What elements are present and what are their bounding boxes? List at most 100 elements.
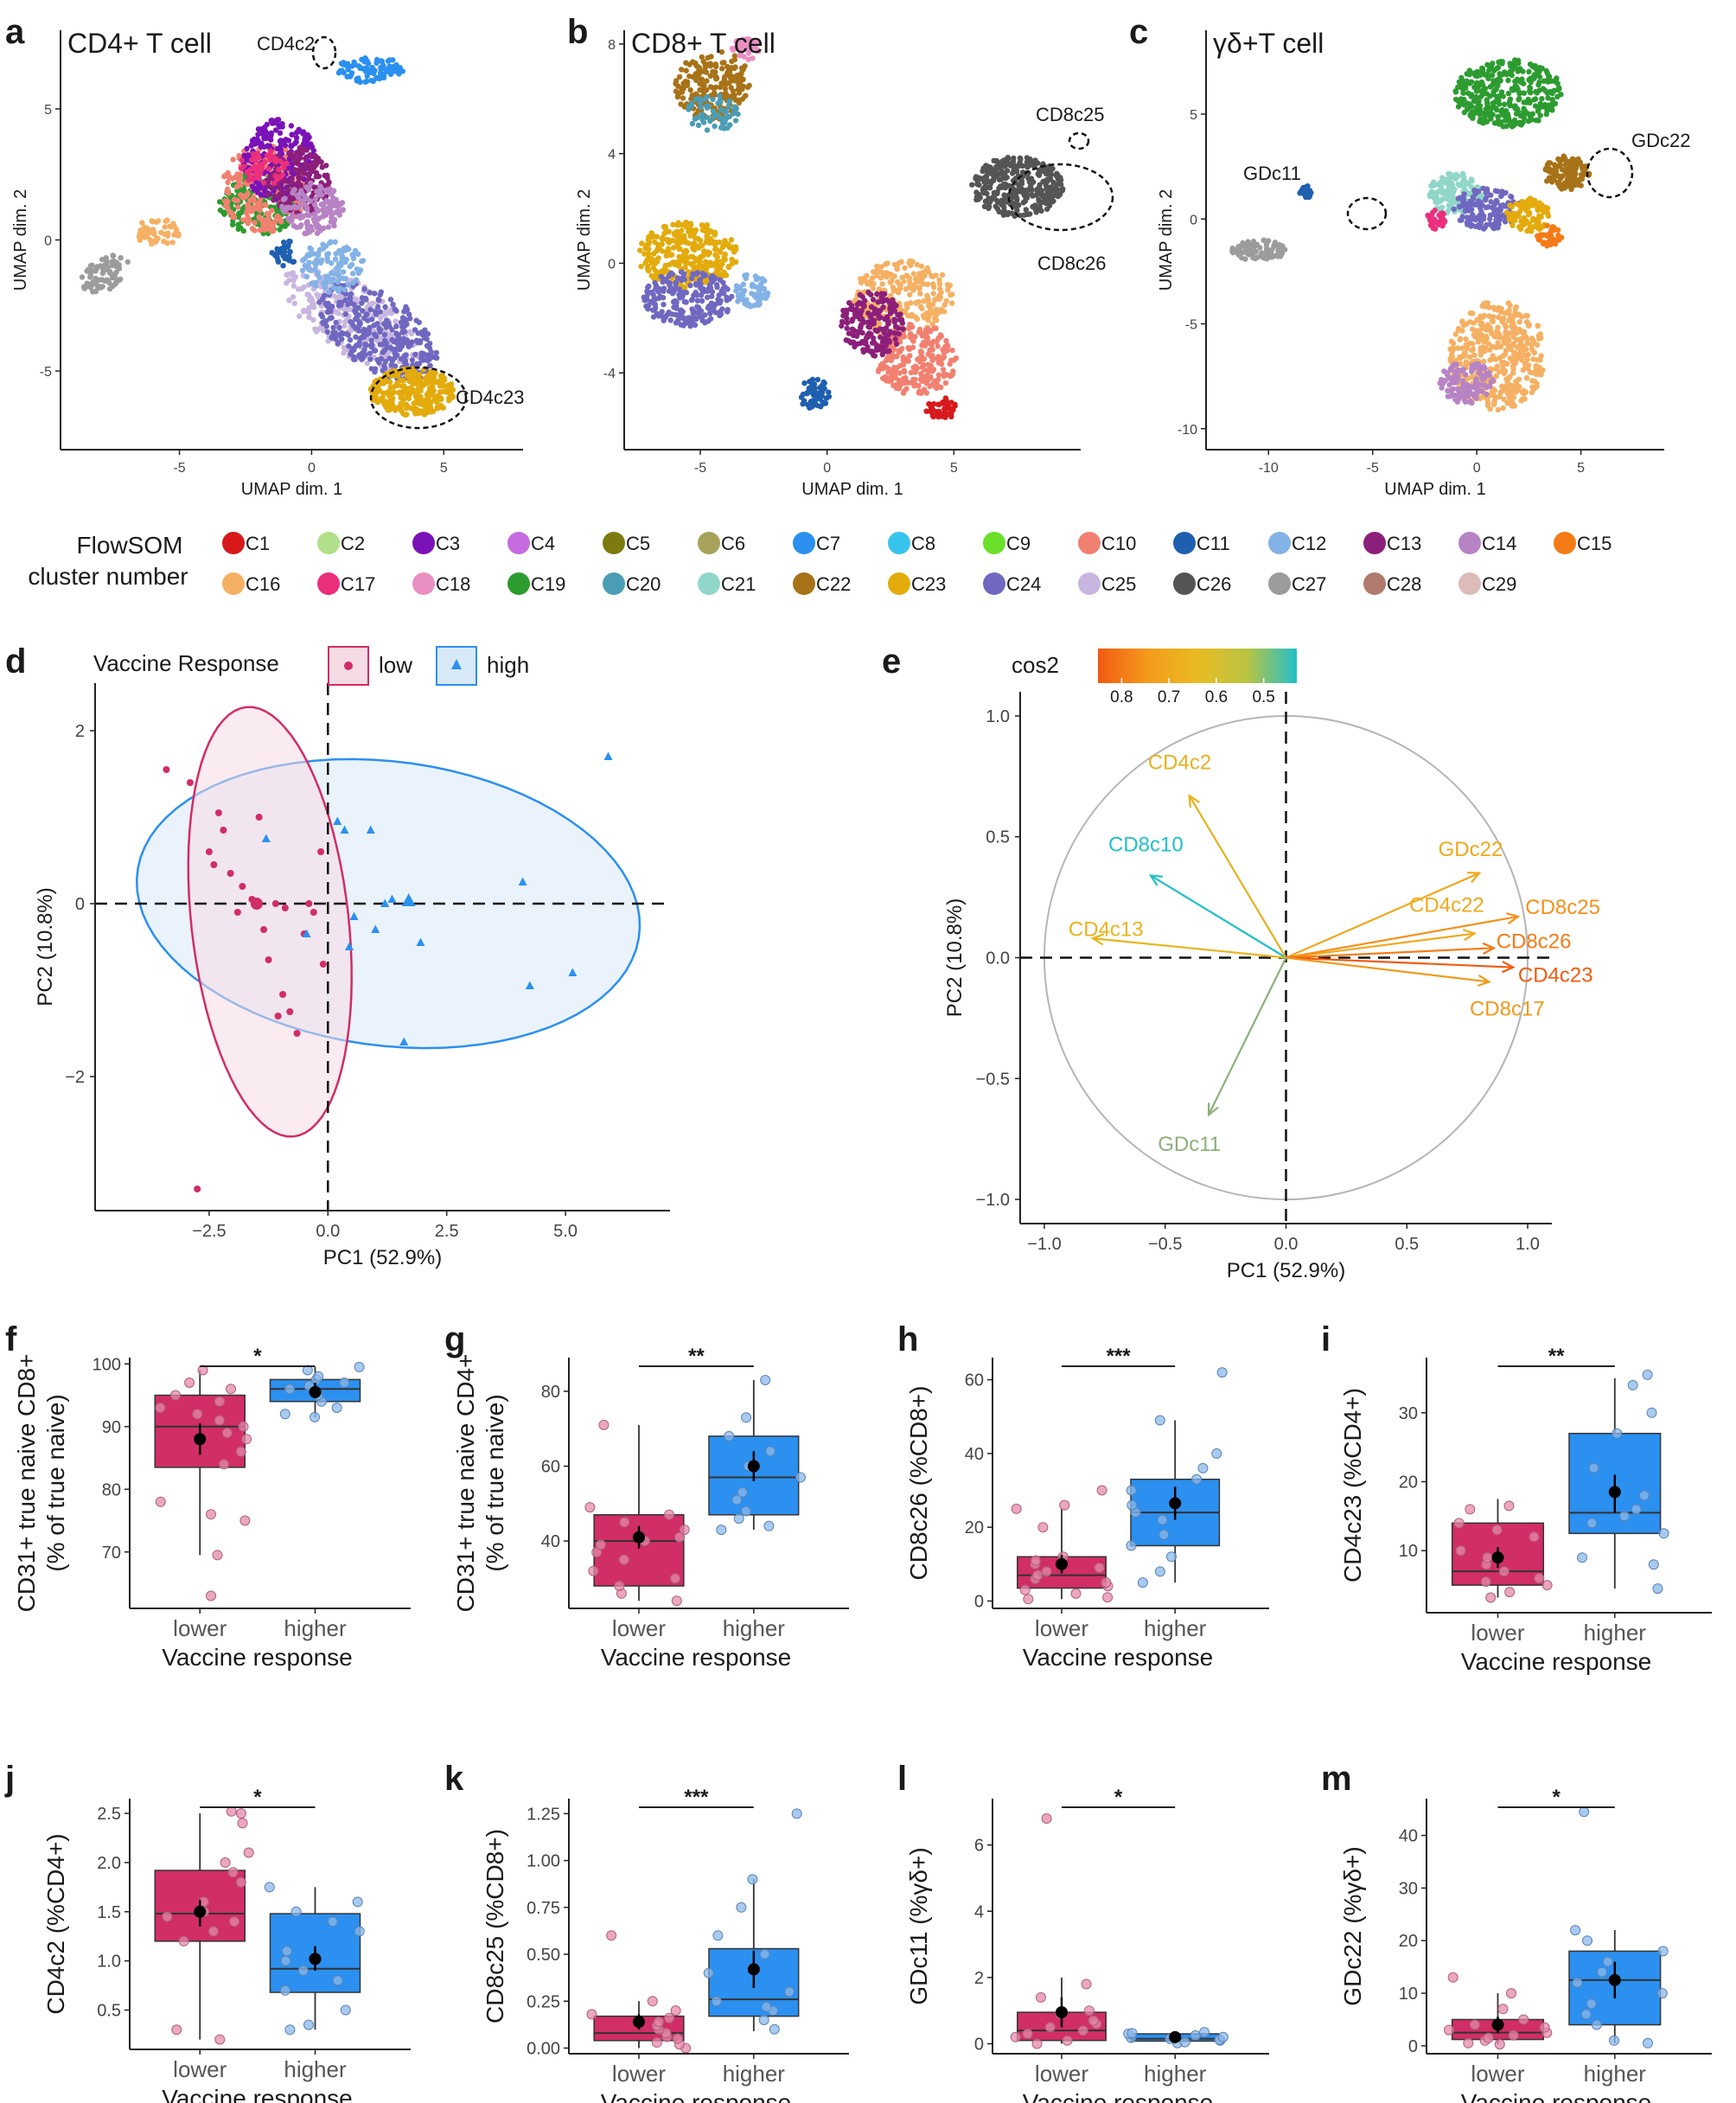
umap-point-c21 <box>1434 200 1440 206</box>
umap-point-c19 <box>1529 117 1535 123</box>
umap-point-c13 <box>886 348 892 355</box>
umap-point-c22 <box>723 81 730 87</box>
umap-point-c13 <box>840 312 846 319</box>
umap-point-c24 <box>433 349 439 356</box>
umap-point-c20 <box>698 105 704 111</box>
umap-point-c24 <box>373 311 380 317</box>
umap-point-c22 <box>713 63 719 70</box>
umap-point-c19 <box>1554 93 1560 100</box>
umap-point-c12 <box>341 269 347 275</box>
umap-point-c10 <box>931 325 937 331</box>
y-tick-label: 5 <box>44 103 52 118</box>
umap-point-c10 <box>920 378 926 384</box>
umap-point-c13 <box>900 326 906 332</box>
umap-point-c24 <box>667 317 673 323</box>
umap-point-c20 <box>731 110 737 117</box>
umap-point-c23 <box>679 227 685 233</box>
umap-point-c23 <box>650 265 657 272</box>
umap-point-c23 <box>440 405 446 411</box>
umap-point-c24 <box>666 309 672 316</box>
umap-point-c24 <box>1502 219 1509 225</box>
umap-point-c23 <box>692 230 698 236</box>
umap-point-c12 <box>756 297 763 303</box>
umap-point-c20 <box>724 125 731 131</box>
umap-point-c11 <box>274 254 280 260</box>
umap-point-c3 <box>289 131 295 137</box>
umap-point-c23 <box>428 400 434 406</box>
umap-point-c13 <box>886 299 893 306</box>
umap-point-c10 <box>912 369 918 375</box>
umap-point-c25 <box>286 277 292 284</box>
umap-point-c24 <box>380 349 386 355</box>
umap-point-c16 <box>902 265 908 271</box>
umap-point-c26 <box>1038 199 1045 205</box>
umap-point-c7 <box>380 62 386 69</box>
umap-point-c3 <box>288 143 294 150</box>
umap-point-c24 <box>368 337 374 343</box>
umap-point-c3 <box>258 184 264 191</box>
umap-point-c16 <box>139 220 145 226</box>
umap-point-c13 <box>313 161 320 167</box>
umap-point-c24 <box>392 355 398 361</box>
umap-point-c20 <box>726 98 733 105</box>
umap-point-c26 <box>983 184 989 191</box>
umap-point-c26 <box>1013 168 1020 174</box>
umap-point-c14 <box>314 225 321 231</box>
umap-point-c21 <box>1433 193 1439 199</box>
umap-point-c22 <box>732 64 738 70</box>
umap-point-c19 <box>1452 96 1459 103</box>
umap-point-c24 <box>377 342 383 348</box>
umap-point-c19 <box>1505 77 1511 84</box>
umap-point-c19 <box>1532 103 1539 109</box>
panel-letter-l: l <box>897 1760 907 1798</box>
umap-point-c19 <box>1497 78 1503 84</box>
umap-point-c24 <box>700 318 706 324</box>
umap-point-c24 <box>712 301 718 308</box>
umap-point-c13 <box>882 291 888 297</box>
panel-letter-h: h <box>897 1320 918 1358</box>
umap-point-c24 <box>364 311 370 317</box>
umap-point-c26 <box>1057 175 1063 181</box>
umap-point-c26 <box>991 189 998 196</box>
umap-point-c14 <box>322 187 329 194</box>
cluster-annotation: CD8c25 <box>1036 104 1104 125</box>
umap-point-c20 <box>731 105 737 112</box>
umap-point-c22 <box>683 67 689 74</box>
umap-point-c25 <box>378 315 384 321</box>
umap-point-c13 <box>875 299 881 305</box>
umap-point-c23 <box>424 392 431 398</box>
umap-point-c22 <box>717 84 724 91</box>
umap-point-c19 <box>238 225 244 231</box>
umap-point-c13 <box>893 303 899 309</box>
umap-point-c17 <box>267 153 273 159</box>
umap-point-c16 <box>917 291 923 297</box>
umap-point-c23 <box>450 387 456 393</box>
umap-point-c13 <box>326 179 332 185</box>
umap-point-c16 <box>874 263 880 270</box>
umap-point-c12 <box>334 265 340 272</box>
umap-point-c10 <box>237 171 244 177</box>
umap-point-c16 <box>932 310 938 316</box>
umap-point-c16 <box>904 272 910 279</box>
umap-point-c12 <box>312 266 318 272</box>
umap-point-c23 <box>651 251 657 257</box>
umap-point-c14 <box>289 212 296 218</box>
umap-point-c10 <box>907 353 913 359</box>
umap-point-c13 <box>886 339 892 345</box>
umap-point-c10 <box>923 340 929 346</box>
umap-point-c24 <box>729 293 735 300</box>
umap-point-c17 <box>256 175 262 182</box>
umap-point-c13 <box>871 310 878 316</box>
umap-point-c21 <box>1449 180 1455 187</box>
umap-point-c16 <box>144 225 150 232</box>
umap-point-c19 <box>1473 83 1479 89</box>
umap-point-c10 <box>237 192 244 198</box>
umap-point-c10 <box>923 373 929 380</box>
umap-point-c24 <box>1488 192 1494 198</box>
umap-point-c24 <box>1509 194 1515 200</box>
umap-point-c16 <box>173 227 179 233</box>
umap-point-c22 <box>693 77 699 83</box>
umap-point-c23 <box>683 224 690 230</box>
umap-point-c22 <box>680 95 686 101</box>
